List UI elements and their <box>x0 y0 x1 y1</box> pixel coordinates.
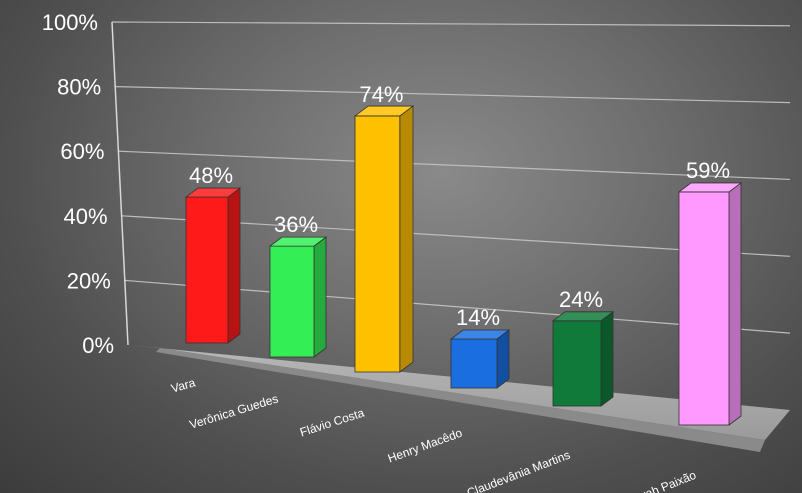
data-label: 24% <box>559 287 603 312</box>
gridline <box>111 21 791 27</box>
bar-series <box>184 105 743 426</box>
bar <box>268 236 328 358</box>
y-tick-label: 40% <box>64 204 108 229</box>
gridline <box>115 86 791 104</box>
data-label: 36% <box>274 212 318 237</box>
y-tick-label: 100% <box>42 10 98 35</box>
x-tick-label: Verônica Guedes <box>188 391 280 431</box>
bar-side <box>399 105 414 373</box>
x-tick-label: Flávio Costa <box>298 405 366 439</box>
bar-front <box>354 115 401 373</box>
bar <box>353 105 415 373</box>
bar-top <box>184 187 242 198</box>
data-label: 59% <box>686 158 730 183</box>
data-labels: 48% 36% 74% 14% 24% 59% <box>189 82 730 330</box>
bar-front <box>269 245 315 358</box>
gridline <box>118 150 791 181</box>
bar-front <box>678 191 730 426</box>
y-tick-label: 60% <box>60 139 104 164</box>
bar <box>184 187 242 344</box>
y-tick-label: 80% <box>57 75 101 100</box>
data-label: 48% <box>189 163 233 188</box>
bar <box>449 329 511 389</box>
x-tick-label: Vara <box>169 375 197 395</box>
chart-floor <box>128 345 790 452</box>
y-axis: 0% 20% 40% 60% 80% 100% <box>42 10 114 358</box>
bar-front <box>185 196 229 344</box>
bar <box>551 310 615 407</box>
bar-front <box>450 338 498 389</box>
floor-plane <box>128 345 790 440</box>
y-tick-label: 20% <box>67 268 111 293</box>
floor-edge <box>156 348 765 452</box>
y-axis-line <box>111 21 129 346</box>
x-tick-label: Claudevânia Martins <box>465 448 572 493</box>
bar-side <box>496 329 510 389</box>
bar-side <box>313 236 327 358</box>
bar-top <box>677 182 743 193</box>
y-tick-label: 0% <box>82 333 114 358</box>
bar-side <box>227 187 241 344</box>
bar-side <box>728 182 742 426</box>
data-label: 74% <box>359 82 403 107</box>
bar-side <box>600 310 614 407</box>
bar-top <box>353 105 415 117</box>
x-tick-label: Henry Macêdo <box>386 426 464 466</box>
bar-top <box>268 236 328 247</box>
data-label: 14% <box>456 305 500 330</box>
bar <box>677 182 743 426</box>
bar-front <box>552 320 602 407</box>
bar-top <box>551 311 615 322</box>
bar-top <box>449 329 511 340</box>
x-tick-label: Sarah Paixão <box>626 468 698 493</box>
